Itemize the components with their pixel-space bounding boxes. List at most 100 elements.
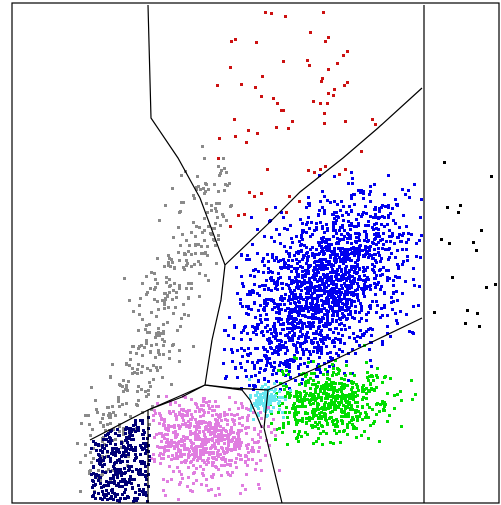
data-point	[190, 287, 193, 290]
data-point	[301, 342, 304, 345]
data-point	[287, 127, 290, 130]
data-point	[333, 299, 336, 302]
data-point	[293, 430, 296, 433]
data-point	[204, 190, 207, 193]
data-point	[154, 336, 157, 339]
data-point	[92, 466, 95, 469]
data-point	[198, 226, 201, 229]
data-point	[202, 468, 205, 471]
data-point	[346, 317, 349, 320]
data-point	[338, 256, 341, 259]
data-point	[317, 326, 320, 329]
data-point	[333, 200, 336, 203]
data-point	[183, 253, 186, 256]
data-point	[348, 224, 351, 227]
data-point	[191, 490, 194, 493]
data-point	[164, 297, 167, 300]
data-point	[308, 416, 311, 419]
data-point	[355, 415, 358, 418]
data-point	[269, 328, 272, 331]
data-point	[215, 426, 218, 429]
data-point	[228, 316, 231, 319]
data-point	[129, 444, 132, 447]
data-point	[298, 400, 301, 403]
data-point	[334, 398, 337, 401]
data-point	[307, 381, 310, 384]
data-point	[354, 352, 357, 355]
data-point	[314, 337, 317, 340]
data-point	[158, 412, 161, 415]
data-point	[311, 292, 314, 295]
data-point	[321, 77, 324, 80]
data-point	[336, 425, 339, 428]
data-point	[216, 84, 219, 87]
data-point	[227, 473, 230, 476]
data-point	[330, 306, 333, 309]
data-point	[313, 274, 316, 277]
data-point	[175, 435, 178, 438]
data-point	[125, 449, 128, 452]
data-point	[365, 413, 368, 416]
data-point	[348, 336, 351, 339]
data-point	[328, 305, 331, 308]
data-point	[149, 369, 152, 372]
data-point	[277, 260, 280, 263]
data-point	[339, 249, 342, 252]
data-point	[229, 66, 232, 69]
data-point	[252, 331, 255, 334]
data-point	[318, 368, 321, 371]
data-point	[163, 301, 166, 304]
data-point	[309, 377, 312, 380]
data-point	[301, 238, 304, 241]
data-point	[129, 433, 132, 436]
data-point	[217, 234, 220, 237]
data-point	[188, 409, 191, 412]
data-point	[218, 202, 221, 205]
data-point	[388, 414, 391, 417]
data-point	[239, 458, 242, 461]
data-point	[211, 456, 214, 459]
data-point	[330, 401, 333, 404]
data-point	[372, 242, 375, 245]
data-point	[179, 481, 182, 484]
data-point	[328, 395, 331, 398]
data-point	[286, 320, 289, 323]
data-point	[153, 458, 156, 461]
data-point	[166, 449, 169, 452]
data-point	[219, 453, 222, 456]
data-point	[187, 314, 190, 317]
data-point	[352, 193, 355, 196]
data-point	[223, 434, 226, 437]
data-point	[295, 235, 298, 238]
data-point	[330, 250, 333, 253]
data-point	[331, 281, 334, 284]
data-point	[315, 253, 318, 256]
data-point	[346, 232, 349, 235]
data-point	[373, 420, 376, 423]
data-point	[275, 334, 278, 337]
data-point	[331, 287, 334, 290]
data-point	[381, 215, 384, 218]
data-point	[336, 397, 339, 400]
data-point	[296, 262, 299, 265]
data-point	[336, 242, 339, 245]
data-point	[155, 315, 158, 318]
data-point	[161, 376, 164, 379]
data-point	[113, 462, 116, 465]
data-point	[381, 402, 384, 405]
data-point	[284, 363, 287, 366]
data-point	[364, 224, 367, 227]
data-point	[392, 219, 395, 222]
data-point	[346, 423, 349, 426]
data-point	[281, 396, 284, 399]
data-point	[357, 299, 360, 302]
data-point	[329, 256, 332, 259]
data-point	[137, 484, 140, 487]
data-point	[374, 206, 377, 209]
data-point	[375, 403, 378, 406]
data-point	[223, 348, 226, 351]
data-point	[332, 235, 335, 238]
data-point	[280, 211, 283, 214]
data-point	[217, 165, 220, 168]
data-point	[278, 469, 281, 472]
